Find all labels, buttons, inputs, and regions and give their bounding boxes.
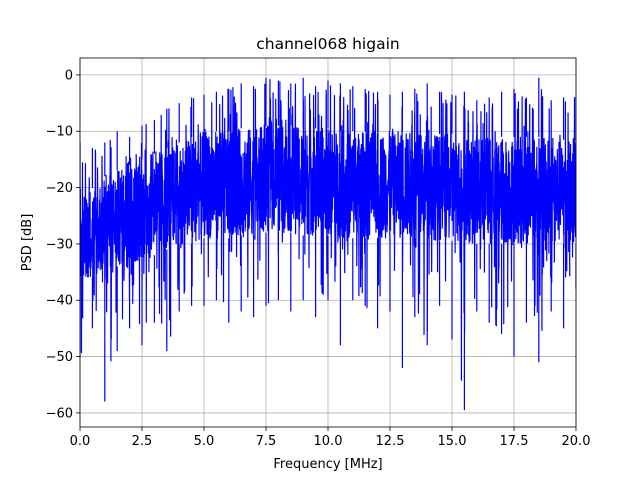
chart-title: channel068 higain <box>256 35 399 53</box>
x-tick-label: 17.5 <box>500 434 529 449</box>
data-layer <box>80 77 576 411</box>
x-tick-label: 0.0 <box>70 434 91 449</box>
y-tick-label: −50 <box>46 350 73 365</box>
x-axis-label: Frequency [MHz] <box>273 457 382 472</box>
y-tick-label: −10 <box>46 125 73 140</box>
x-tick-label: 12.5 <box>376 434 405 449</box>
y-axis-label: PSD [dB] <box>20 214 35 272</box>
y-tick-label: −40 <box>46 294 73 309</box>
x-tick-label: 20.0 <box>562 434 591 449</box>
x-tick-label: 2.5 <box>132 434 153 449</box>
x-tick-label: 10.0 <box>314 434 343 449</box>
y-tick-label: 0 <box>65 68 73 83</box>
y-tick-label: −30 <box>46 237 73 252</box>
y-tick-label: −60 <box>46 406 73 421</box>
y-tick-label: −20 <box>46 181 73 196</box>
x-tick-label: 7.5 <box>256 434 277 449</box>
ticks: 0.0 2.5 5.0 7.5 10.0 12.5 15.0 17.5 20.0 0 −10 −20 −… <box>46 68 591 449</box>
psd-series-line <box>80 77 576 411</box>
x-tick-label: 5.0 <box>194 434 215 449</box>
x-tick-label: 15.0 <box>438 434 467 449</box>
